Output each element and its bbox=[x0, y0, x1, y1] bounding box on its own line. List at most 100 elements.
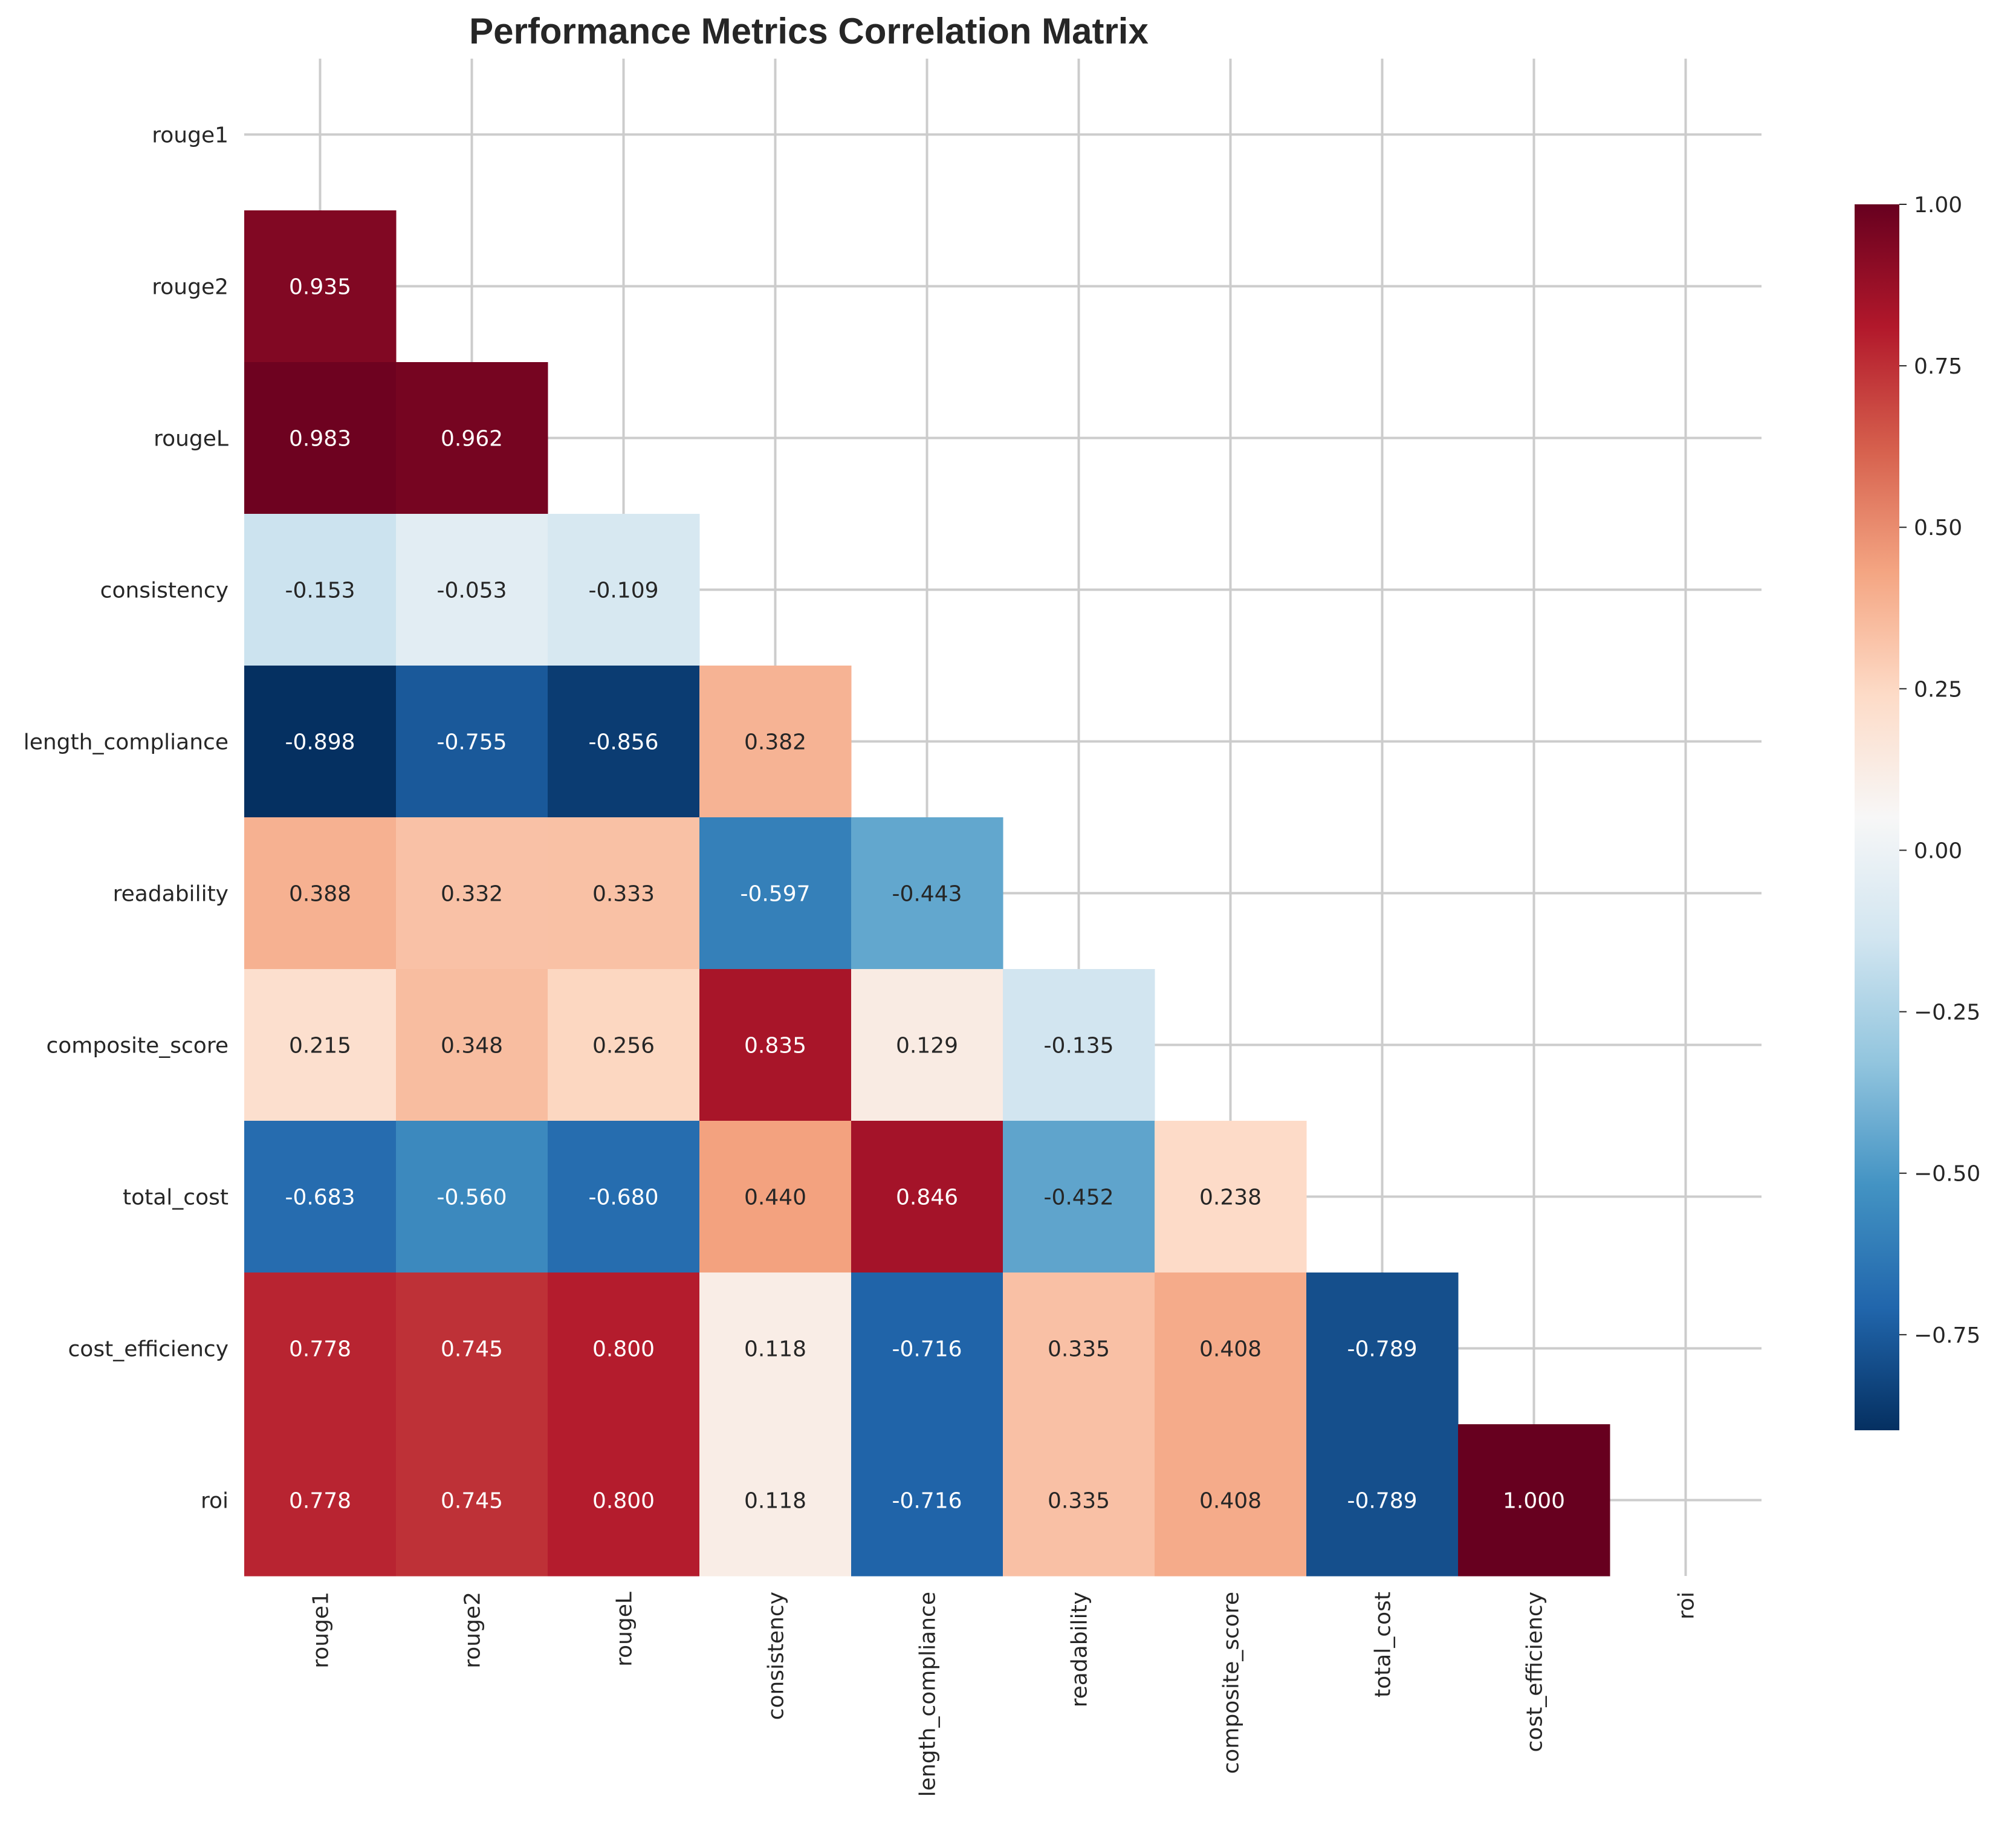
cell-value-label: -0.716 bbox=[892, 1337, 962, 1362]
colorbar-tick-label: 0.00 bbox=[1914, 838, 1962, 863]
cell-value-label: 0.332 bbox=[441, 882, 503, 907]
cell-value-label: -0.898 bbox=[285, 730, 355, 755]
cell-value-label: -0.597 bbox=[740, 882, 810, 907]
cell-value-label: 0.745 bbox=[441, 1337, 503, 1362]
heatmap-cell bbox=[851, 1121, 1003, 1273]
colorbar-tick-label: −0.25 bbox=[1914, 1000, 1980, 1025]
cell-value-label: -0.789 bbox=[1347, 1337, 1417, 1362]
cell-value-label: -0.452 bbox=[1043, 1185, 1113, 1210]
cell-value-label: -0.856 bbox=[588, 730, 658, 755]
colorbar-tick-label: −0.75 bbox=[1914, 1323, 1980, 1348]
heatmap-cell bbox=[548, 1121, 700, 1273]
cell-value-label: -0.755 bbox=[436, 730, 507, 755]
colorbar-tick-label: 0.25 bbox=[1914, 677, 1962, 702]
cell-value-label: 0.408 bbox=[1199, 1337, 1262, 1362]
cell-value-label: 0.335 bbox=[1048, 1337, 1110, 1362]
heatmap-cell bbox=[699, 817, 852, 970]
x-tick-label: consistency bbox=[764, 1592, 789, 1720]
cell-value-label: 0.335 bbox=[1048, 1489, 1110, 1514]
cell-value-label: 0.215 bbox=[289, 1034, 351, 1059]
heatmap-cell bbox=[699, 1272, 852, 1425]
y-tick-label: roi bbox=[201, 1489, 229, 1514]
x-tick-label: rougeL bbox=[612, 1592, 637, 1667]
cell-value-label: -0.683 bbox=[285, 1185, 355, 1210]
heatmap-cell bbox=[244, 210, 397, 363]
y-tick-label: cost_efficiency bbox=[68, 1337, 229, 1362]
cell-value-label: 0.388 bbox=[289, 882, 351, 907]
heatmap-cell bbox=[396, 1121, 548, 1273]
cell-value-label: 0.935 bbox=[289, 275, 351, 300]
y-tick-label: total_cost bbox=[123, 1185, 229, 1210]
cell-value-label: 0.846 bbox=[896, 1185, 958, 1210]
heatmap-cell bbox=[851, 969, 1003, 1121]
heatmap-cell bbox=[396, 514, 548, 666]
heatmap-cell bbox=[548, 514, 700, 666]
heatmap-cell bbox=[396, 1272, 548, 1425]
cell-value-label: 0.118 bbox=[744, 1337, 806, 1362]
cell-value-label: 0.745 bbox=[441, 1489, 503, 1514]
heatmap-cell bbox=[244, 1272, 397, 1425]
heatmap-cell bbox=[244, 1121, 397, 1273]
cell-value-label: 0.983 bbox=[289, 427, 351, 452]
colorbar-tick-label: 0.50 bbox=[1914, 516, 1962, 540]
x-tick-label: rouge1 bbox=[309, 1592, 334, 1668]
cell-value-label: 0.129 bbox=[896, 1034, 958, 1059]
cell-value-label: 0.440 bbox=[744, 1185, 806, 1210]
cell-value-label: 0.962 bbox=[441, 427, 503, 452]
heatmap-cell bbox=[851, 817, 1003, 970]
cell-value-label: -0.135 bbox=[1043, 1034, 1113, 1059]
heatmap-cell bbox=[1003, 969, 1155, 1121]
heatmap-cell bbox=[244, 514, 397, 666]
heatmap-cell bbox=[244, 969, 397, 1121]
y-axis-tick-labels: rouge1 rouge2 rougeL consistency length_comp… bbox=[24, 123, 229, 1514]
heatmap-cell bbox=[699, 1121, 852, 1273]
heatmap-cell bbox=[396, 1424, 548, 1577]
heatmap-cell bbox=[851, 1272, 1003, 1425]
heatmap-cell bbox=[548, 1272, 700, 1425]
colorbar: 1.00 0.75 0.50 0.25 0.00 −0.25 −0.50 −0.75 bbox=[1855, 193, 1980, 1430]
x-tick-label: rouge2 bbox=[461, 1592, 485, 1668]
x-tick-label: total_cost bbox=[1371, 1592, 1396, 1697]
cell-value-label: 0.348 bbox=[441, 1034, 503, 1059]
y-tick-label: composite_score bbox=[46, 1034, 229, 1059]
y-tick-label: consistency bbox=[100, 579, 229, 603]
heatmap-cell bbox=[1306, 1272, 1459, 1425]
heatmap-cell bbox=[1155, 1424, 1307, 1577]
heatmap-cell bbox=[396, 666, 548, 818]
cell-value-label: -0.153 bbox=[285, 579, 355, 603]
cell-value-label: 0.778 bbox=[289, 1337, 351, 1362]
heatmap-cell bbox=[396, 969, 548, 1121]
y-tick-label: rougeL bbox=[154, 427, 229, 452]
heatmap-cell bbox=[244, 666, 397, 818]
colorbar-bar bbox=[1855, 204, 1899, 1430]
cell-value-label: 0.835 bbox=[744, 1034, 806, 1059]
x-tick-label: composite_score bbox=[1219, 1592, 1244, 1774]
heatmap-cell bbox=[1003, 1272, 1155, 1425]
cell-value-label: -0.443 bbox=[892, 882, 962, 907]
colorbar-tick-label: 0.75 bbox=[1914, 354, 1962, 379]
cell-value-label: -0.716 bbox=[892, 1489, 962, 1514]
heatmap-cell bbox=[244, 817, 397, 970]
heatmap-cell bbox=[1003, 1121, 1155, 1273]
y-tick-label: readability bbox=[113, 882, 229, 907]
y-tick-label: length_compliance bbox=[24, 730, 229, 755]
cell-value-label: 1.000 bbox=[1503, 1489, 1565, 1514]
heatmap-cell bbox=[1003, 1424, 1155, 1577]
heatmap-cell bbox=[548, 666, 700, 818]
heatmap-cell bbox=[548, 969, 700, 1121]
cell-value-label: 0.778 bbox=[289, 1489, 351, 1514]
heatmap-cell bbox=[548, 817, 700, 970]
cell-value-label: 0.118 bbox=[744, 1489, 806, 1514]
heatmap-cell bbox=[244, 1424, 397, 1577]
heatmap-cell bbox=[244, 362, 397, 514]
x-tick-label: readability bbox=[1068, 1592, 1092, 1707]
cell-value-label: -0.109 bbox=[588, 579, 658, 603]
cell-value-label: 0.382 bbox=[744, 730, 806, 755]
cell-value-label: 0.408 bbox=[1199, 1489, 1262, 1514]
cell-value-label: 0.333 bbox=[592, 882, 655, 907]
x-tick-label: roi bbox=[1674, 1592, 1699, 1619]
heatmap-cell bbox=[396, 362, 548, 514]
cell-value-label: -0.789 bbox=[1347, 1489, 1417, 1514]
